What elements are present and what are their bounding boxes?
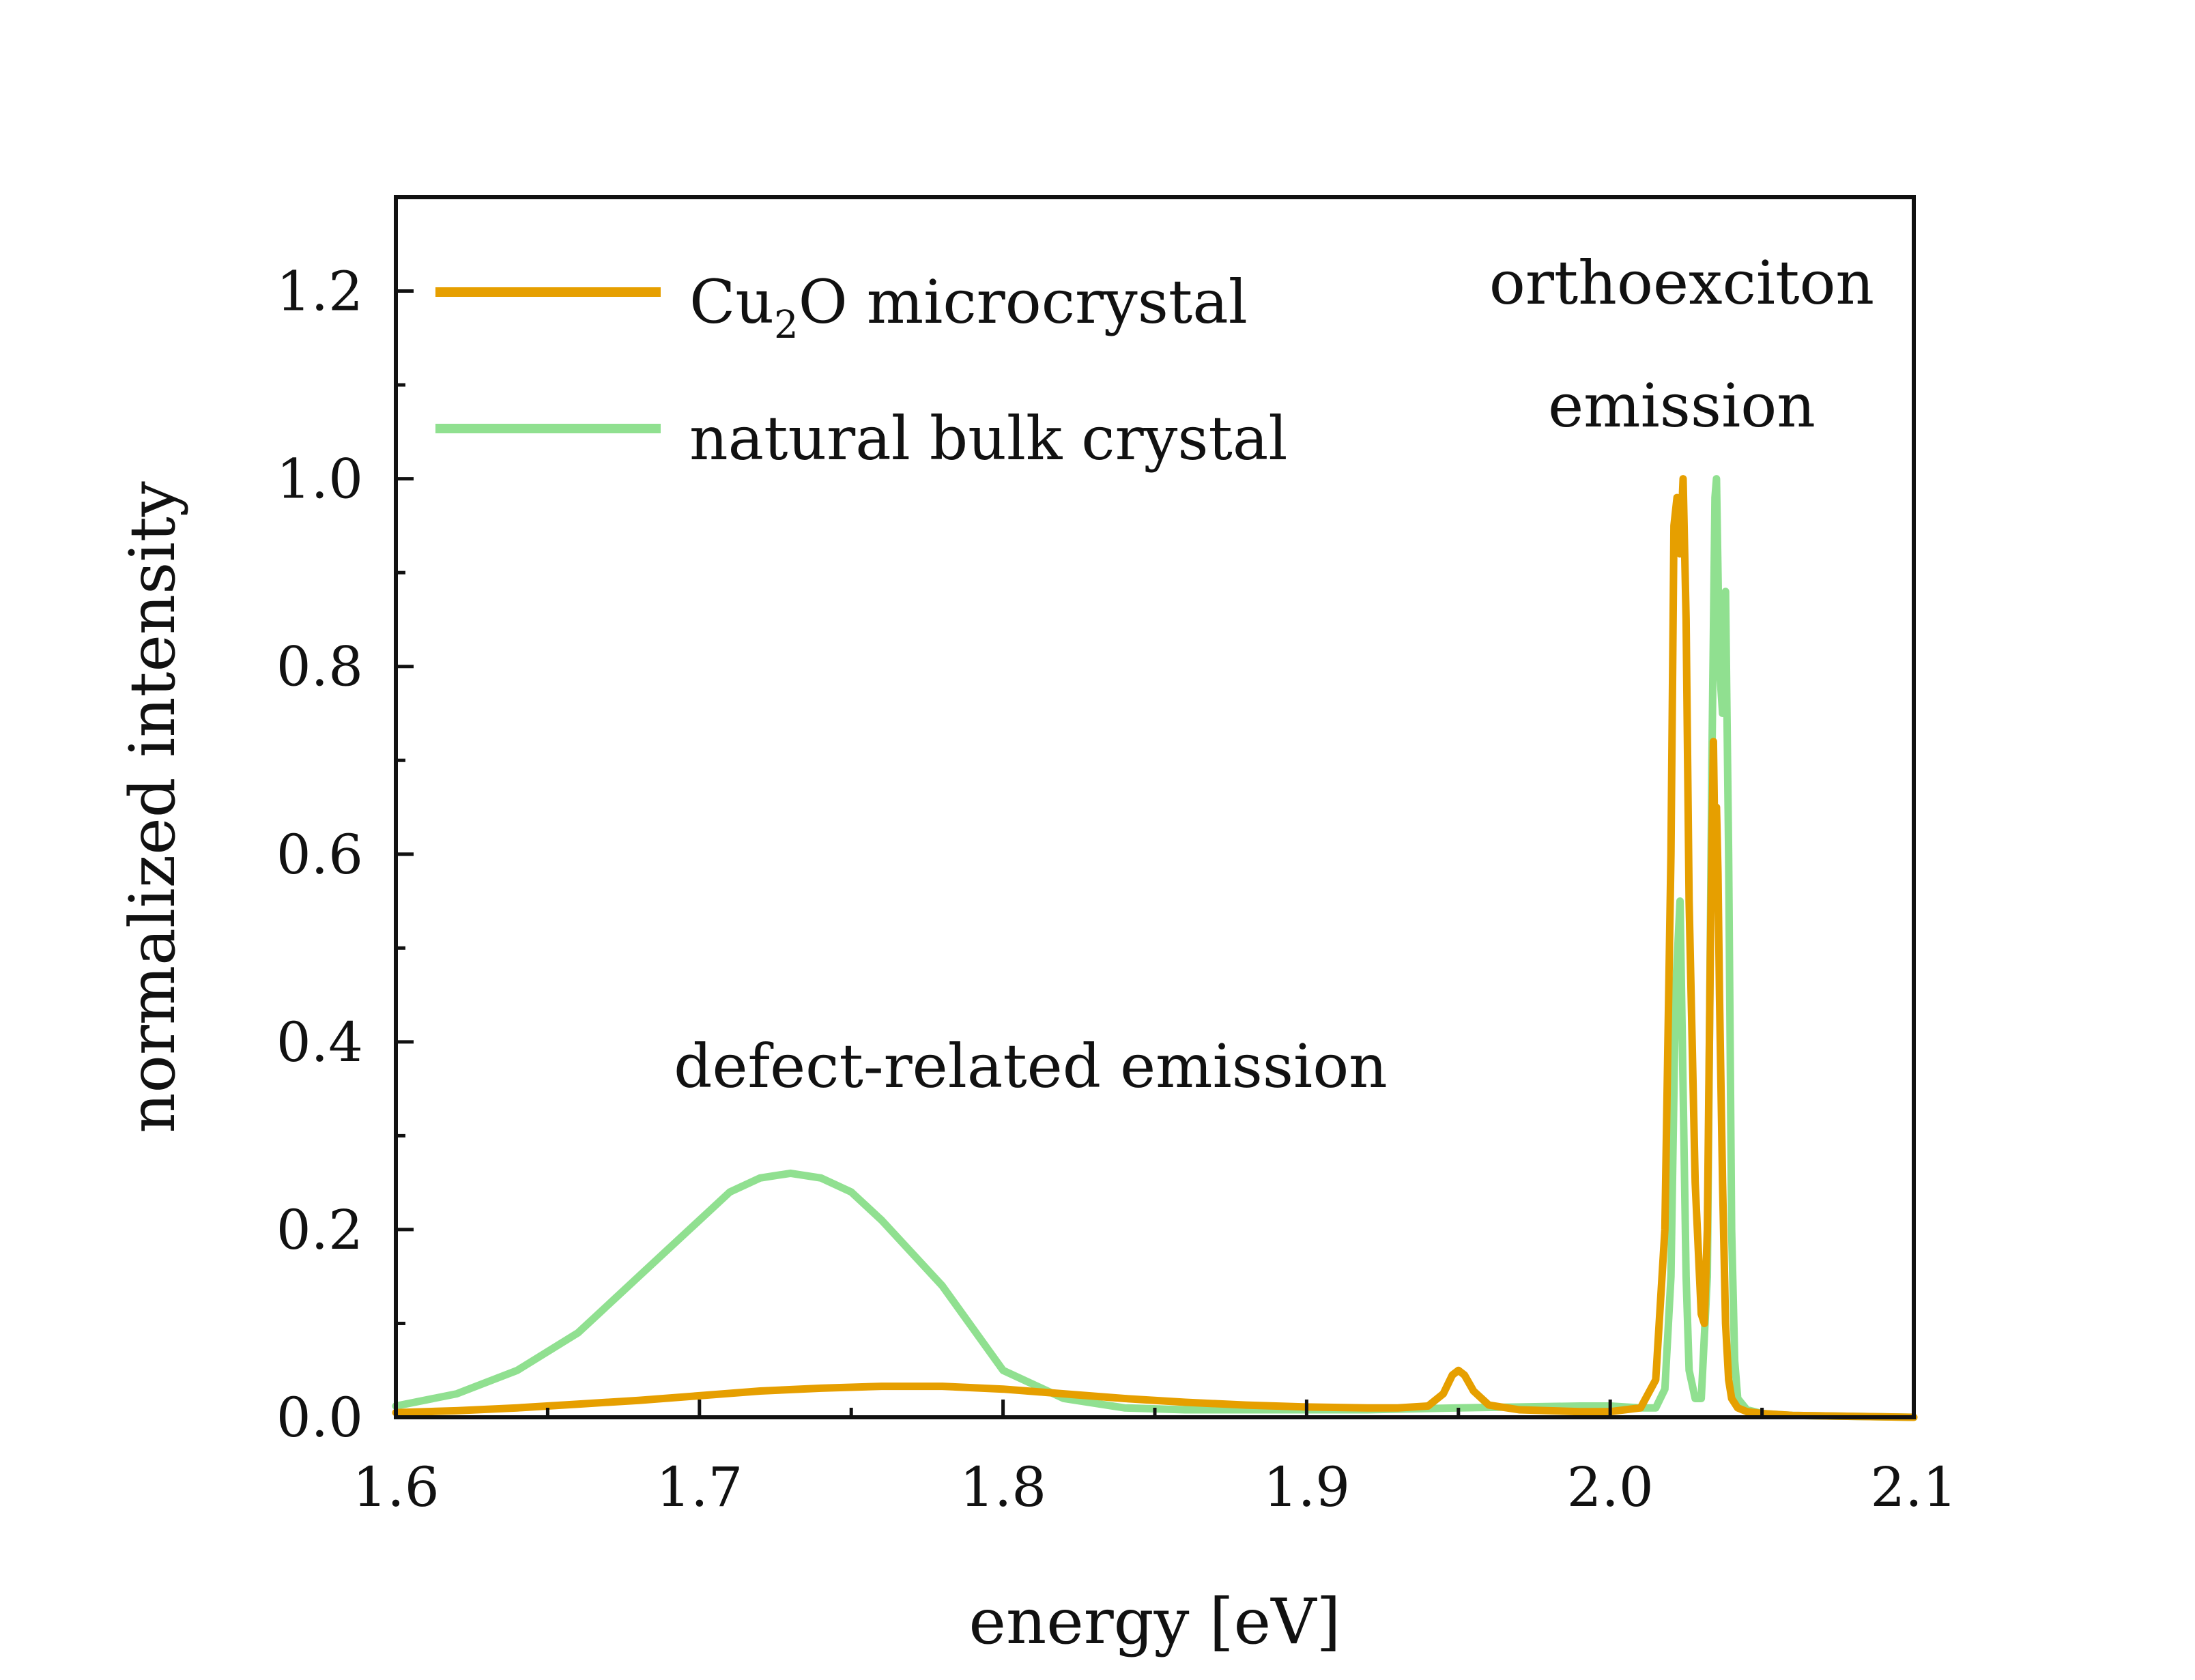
legend-label-cu2o-rest: O microcrystal	[799, 267, 1248, 337]
series-layer	[392, 475, 1918, 1421]
y-tick-label: 0.2	[276, 1198, 363, 1262]
y-tick-label: 1.0	[276, 448, 363, 511]
y-tick-label: 0.4	[276, 1011, 363, 1074]
legend-label-cu2o: Cu2O microcrystal	[689, 267, 1248, 347]
x-tick-label: 1.7	[656, 1455, 743, 1519]
y-tick-label: 0.0	[276, 1386, 363, 1449]
series-line-natural-bulk-crystal	[392, 475, 1918, 1421]
x-tick-label: 1.9	[1263, 1455, 1350, 1519]
y-tick-label: 1.2	[276, 260, 363, 323]
x-tick-label: 1.8	[960, 1455, 1046, 1519]
legend-label-bulk: natural bulk crystal	[689, 403, 1287, 474]
x-axis-title: energy [eV]	[969, 1585, 1341, 1658]
y-tick-label: 0.6	[276, 823, 363, 886]
y-tick-label: 0.8	[276, 635, 363, 699]
legend-label-cu2o-sub: 2	[774, 303, 799, 347]
y-axis-title: normalized intensity	[116, 481, 189, 1133]
y-axis-ticks: 0.0 0.2 0.4 0.6 0.8 1.0 1.2	[276, 260, 414, 1449]
annotation-emission: emission	[1548, 371, 1816, 441]
x-tick-label: 2.1	[1870, 1455, 1957, 1519]
legend-label-cu2o-main: Cu	[689, 267, 774, 337]
x-tick-label: 2.0	[1567, 1455, 1654, 1519]
x-tick-label: 1.6	[352, 1455, 439, 1519]
legend: Cu2O microcrystal natural bulk crystal	[435, 267, 1287, 474]
series-line-cu2o-microcrystal	[392, 475, 1918, 1421]
x-axis-ticks: 1.6 1.7 1.8 1.9 2.0 2.1	[352, 1400, 1957, 1519]
annotation-orthoexciton: orthoexciton	[1489, 248, 1874, 318]
annotation-defect: defect-related emission	[674, 1031, 1388, 1101]
